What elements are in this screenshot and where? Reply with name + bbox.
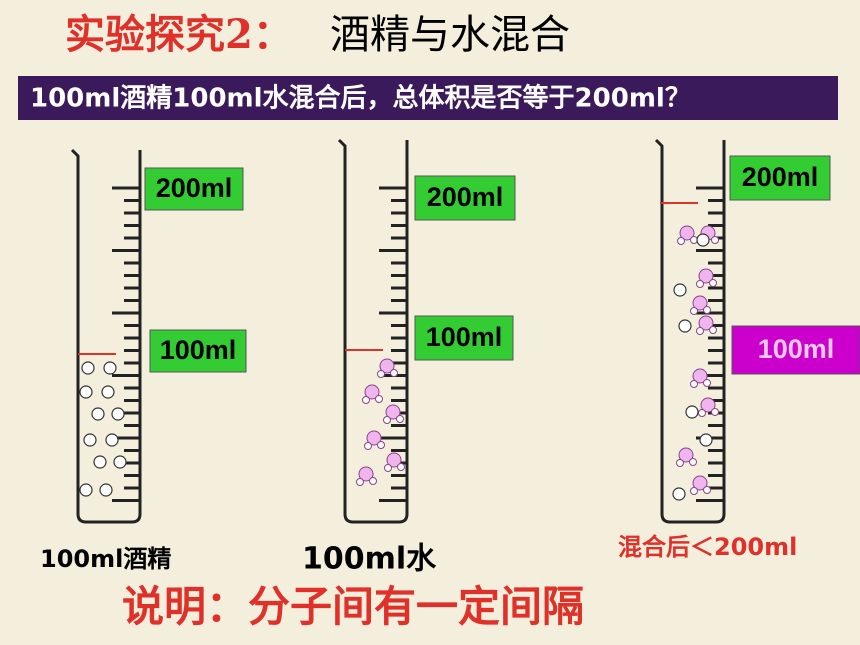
water-atom bbox=[709, 326, 717, 334]
water-atom bbox=[396, 415, 404, 423]
water-molecule bbox=[678, 447, 694, 463]
water-atom bbox=[689, 458, 697, 466]
caption: 100ml水 bbox=[302, 542, 437, 577]
volume-label: 200ml bbox=[427, 182, 504, 212]
alcohol-molecule bbox=[79, 385, 93, 399]
water-molecule bbox=[385, 404, 401, 420]
water-molecule bbox=[366, 430, 382, 446]
volume-label: 100ml bbox=[758, 334, 835, 364]
cylinders: 200ml 100ml 200ml 100ml 200ml 100ml bbox=[70, 138, 860, 524]
water-atom bbox=[703, 306, 711, 314]
water-atom bbox=[356, 478, 364, 486]
volume-label: 200ml bbox=[156, 173, 233, 203]
water-molecule bbox=[698, 268, 714, 284]
water-atom bbox=[362, 396, 370, 404]
water-atom bbox=[690, 487, 698, 495]
alcohol-molecule bbox=[83, 433, 97, 447]
label-box bbox=[144, 167, 244, 211]
water-atom bbox=[696, 280, 704, 288]
caption: 混合后＜200ml bbox=[618, 533, 797, 561]
label-box bbox=[149, 329, 247, 373]
water-molecule bbox=[379, 358, 395, 374]
alcohol-molecule bbox=[685, 405, 699, 419]
title-label: 实验探究2： bbox=[65, 11, 293, 58]
water-molecule bbox=[358, 466, 374, 482]
water-atom bbox=[384, 464, 392, 472]
water-atom bbox=[703, 486, 711, 494]
alcohol-molecule bbox=[93, 455, 107, 469]
question: 100ml酒精100ml水混合后，总体积是否等于200ml？ bbox=[30, 83, 691, 114]
water-molecule bbox=[700, 397, 716, 413]
water-molecule bbox=[364, 384, 380, 400]
alcohol-molecule bbox=[101, 385, 115, 399]
alcohol-molecule bbox=[678, 319, 692, 333]
water-atom bbox=[677, 237, 685, 245]
volume-label: 100ml bbox=[426, 322, 503, 352]
water-atom bbox=[375, 395, 383, 403]
water-atom bbox=[383, 416, 391, 424]
water-atom bbox=[690, 307, 698, 315]
volume-label: 100ml bbox=[160, 335, 237, 365]
water-molecule bbox=[692, 295, 708, 311]
water-molecule bbox=[698, 315, 714, 331]
label-box bbox=[414, 315, 514, 361]
alcohol-molecule bbox=[91, 407, 105, 421]
question-bar bbox=[18, 76, 838, 120]
alcohol-molecule bbox=[79, 483, 93, 497]
volume-label: 200ml bbox=[742, 162, 819, 192]
water-atom bbox=[703, 379, 711, 387]
alcohol-molecule bbox=[81, 361, 95, 375]
water-atom bbox=[711, 408, 719, 416]
water-atom bbox=[377, 370, 385, 378]
water-atom bbox=[364, 442, 372, 450]
alcohol-molecule bbox=[99, 483, 113, 497]
water-molecule bbox=[679, 225, 695, 241]
alcohol-molecule bbox=[673, 283, 687, 297]
alcohol-molecule bbox=[111, 407, 125, 421]
water-molecule bbox=[692, 475, 708, 491]
caption: 100ml酒精 bbox=[40, 545, 171, 573]
water-atom bbox=[369, 477, 377, 485]
title-topic: 酒精与水混合 bbox=[330, 12, 570, 58]
alcohol-molecule bbox=[113, 455, 127, 469]
water-atom bbox=[709, 279, 717, 287]
water-atom bbox=[698, 409, 706, 417]
water-atom bbox=[377, 441, 385, 449]
water-atom bbox=[690, 380, 698, 388]
water-atom bbox=[676, 459, 684, 467]
water-molecule bbox=[386, 452, 402, 468]
water-atom bbox=[711, 236, 719, 244]
alcohol-molecule bbox=[699, 433, 713, 447]
cylinder bbox=[70, 148, 142, 524]
label-box bbox=[414, 175, 516, 221]
cylinder bbox=[654, 138, 726, 524]
cylinder bbox=[337, 138, 409, 524]
water-atom bbox=[696, 327, 704, 335]
alcohol-molecule bbox=[103, 361, 117, 375]
label-box bbox=[731, 325, 860, 375]
alcohol-molecule bbox=[696, 233, 710, 247]
water-molecule bbox=[692, 368, 708, 384]
water-atom bbox=[390, 369, 398, 377]
alcohol-molecule bbox=[105, 433, 119, 447]
conclusion: 说明：分子间有一定间隔 bbox=[122, 582, 584, 631]
label-box bbox=[729, 155, 831, 201]
alcohol-molecule bbox=[672, 487, 686, 501]
water-atom bbox=[397, 463, 405, 471]
